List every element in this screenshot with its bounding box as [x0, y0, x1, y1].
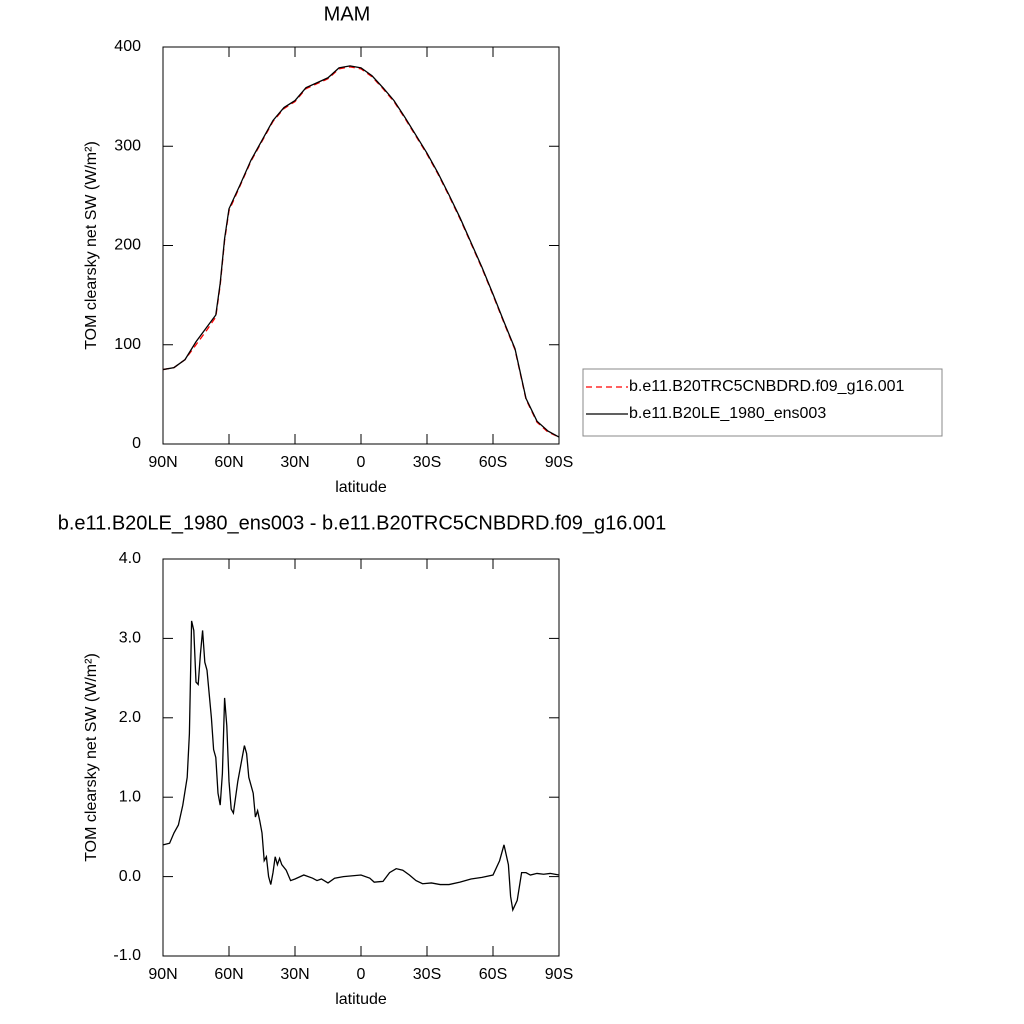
y-tick-label: 2.0 [119, 709, 141, 726]
y-tick-label: 3.0 [119, 630, 141, 647]
x-tick-label: 90N [148, 966, 177, 983]
chart-title: b.e11.B20LE_1980_ens003 - b.e11.B20TRC5C… [58, 512, 667, 534]
x-tick-label: 0 [357, 966, 366, 983]
x-tick-label: 0 [357, 454, 366, 471]
x-tick-label: 60S [479, 454, 507, 471]
x-tick-label: 30N [280, 966, 309, 983]
x-axis-label: latitude [335, 479, 387, 496]
x-tick-label: 30S [413, 454, 441, 471]
x-tick-label: 30N [280, 454, 309, 471]
legend-label: b.e11.B20LE_1980_ens003 [629, 405, 826, 422]
chart-title: MAM [324, 3, 371, 25]
x-axis-label: latitude [335, 991, 387, 1008]
data-line [162, 620, 560, 913]
y-tick-label: 300 [114, 137, 141, 154]
y-tick-label: 0.0 [119, 868, 141, 885]
plot-frame [162, 46, 560, 445]
data-line [162, 65, 560, 438]
y-tick-label: 200 [114, 237, 141, 254]
y-tick-label: 100 [114, 336, 141, 353]
legend-box [582, 368, 943, 437]
y-tick-label: -1.0 [113, 947, 141, 964]
x-tick-label: 90S [545, 454, 573, 471]
y-tick-label: 1.0 [119, 788, 141, 805]
y-axis-label: TOM clearsky net SW (W/m²) [83, 141, 100, 350]
x-tick-label: 90S [545, 966, 573, 983]
y-axis-label: TOM clearsky net SW (W/m²) [83, 653, 100, 862]
y-tick-label: 4.0 [119, 550, 141, 567]
y-tick-label: 400 [114, 38, 141, 55]
x-tick-label: 60N [214, 454, 243, 471]
legend-label: b.e11.B20TRC5CNBDRD.f09_g16.001 [629, 378, 905, 395]
x-tick-label: 90N [148, 454, 177, 471]
x-tick-label: 30S [413, 966, 441, 983]
y-tick-label: 0 [132, 435, 141, 452]
data-line [162, 66, 560, 438]
x-tick-label: 60S [479, 966, 507, 983]
x-tick-label: 60N [214, 966, 243, 983]
